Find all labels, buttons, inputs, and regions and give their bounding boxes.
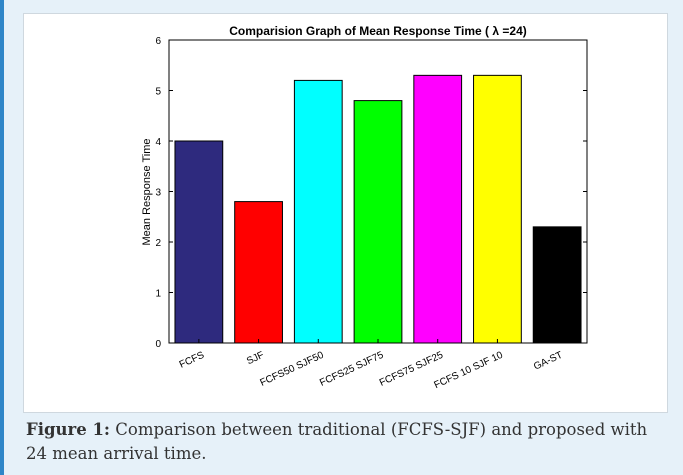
y-tick-label: 6 xyxy=(155,36,161,47)
y-tick-label: 0 xyxy=(155,339,161,350)
y-tick-label: 4 xyxy=(155,137,161,148)
bars-group xyxy=(174,74,582,344)
x-tick-label: FCFS xyxy=(178,350,207,371)
bar-fcfs xyxy=(174,140,224,344)
bar-fcfs50-sjf50 xyxy=(293,79,343,344)
y-tick-label: 1 xyxy=(155,289,161,300)
x-tick-label: GA-ST xyxy=(532,350,564,373)
x-tick-label: FCFS25 SJF75 xyxy=(318,350,386,389)
bar-sjf xyxy=(234,201,283,344)
caption-label: Figure 1: xyxy=(26,420,111,439)
y-axis-ticks: 0 1 2 3 4 5 6 xyxy=(155,36,587,350)
bar-fcfs25-sjf75 xyxy=(353,100,403,344)
x-tick-label: SJF xyxy=(245,350,266,367)
x-tick-label: FCFS50 SJF50 xyxy=(258,350,326,389)
figure-caption: Figure 1: Comparison between traditional… xyxy=(26,418,666,466)
y-tick-label: 3 xyxy=(155,188,161,199)
caption-text: Comparison between traditional (FCFS-SJF… xyxy=(26,420,648,463)
bar-fcfs-10-sjf-10 xyxy=(473,74,522,344)
bar-ga-st xyxy=(532,226,582,344)
y-tick-label: 2 xyxy=(155,238,161,249)
chart-title: Comparision Graph of Mean Response Time … xyxy=(229,24,527,38)
bar-fcfs75-sjf25 xyxy=(413,74,463,344)
bar-chart: Comparision Graph of Mean Response Time … xyxy=(141,24,588,392)
y-axis-label: Mean Response Time xyxy=(141,139,153,246)
y-tick-label: 5 xyxy=(155,87,161,98)
x-tick-label: FCFS 10 SJF 10 xyxy=(433,350,506,392)
